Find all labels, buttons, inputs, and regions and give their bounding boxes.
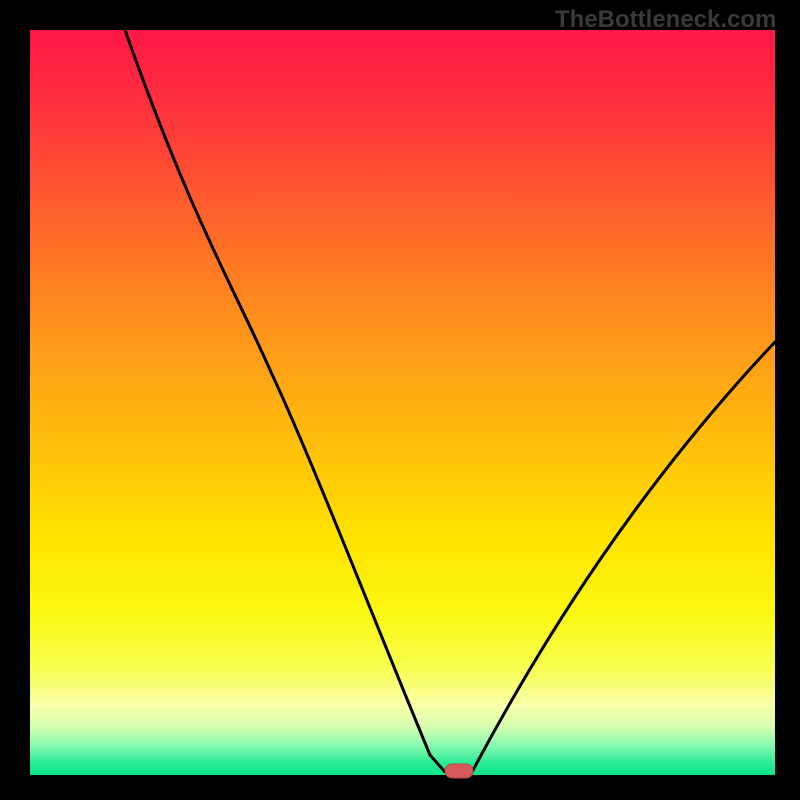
chart-container: TheBottleneck.com bbox=[0, 0, 800, 800]
plot-gradient-area bbox=[30, 30, 775, 775]
watermark-text: TheBottleneck.com bbox=[555, 6, 776, 34]
